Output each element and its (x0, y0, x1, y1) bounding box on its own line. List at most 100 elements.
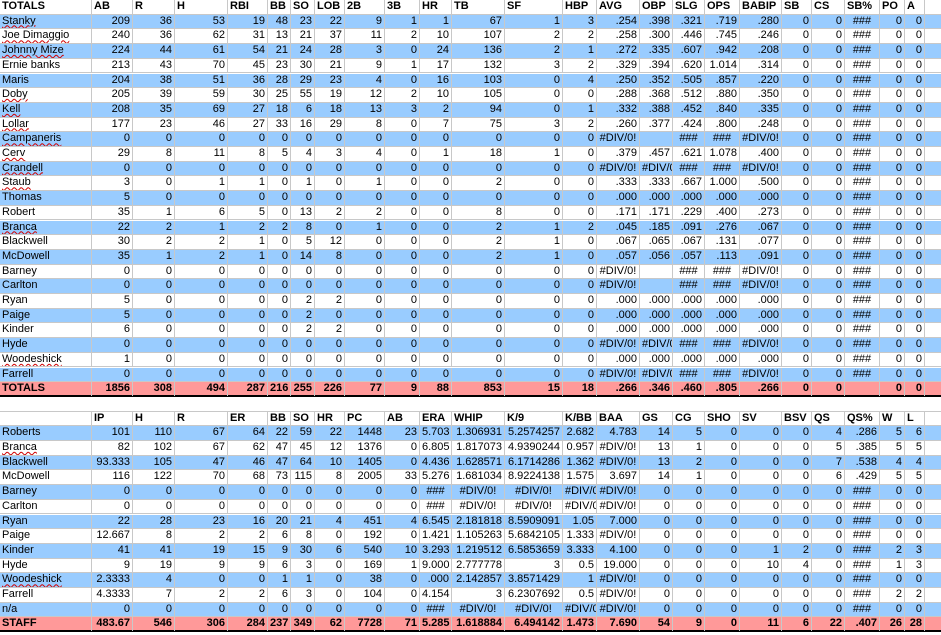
cell-text: 1 (258, 235, 265, 248)
cell: 0 (782, 44, 812, 58)
cell: .400 (705, 205, 740, 220)
cell: 2 (905, 588, 925, 602)
cell: 0 (812, 485, 845, 499)
cell: .460 (673, 382, 705, 396)
cell: 29 (291, 73, 315, 88)
cell: 0 (315, 529, 345, 543)
cell-text: 0 (335, 132, 342, 145)
cell: .805 (705, 382, 740, 396)
cell: 14 (640, 470, 673, 485)
cell-text: 0 (730, 441, 737, 453)
cell-text: 0 (915, 308, 922, 321)
cell: .000 (597, 308, 640, 323)
cell: 0 (640, 485, 673, 499)
cell: 0 (385, 529, 420, 543)
cell: 10 (420, 88, 452, 102)
cell: .332 (597, 102, 640, 117)
cell-text: 8 (165, 529, 172, 542)
cell: .000 (673, 294, 705, 308)
cell-text: 1 (553, 235, 560, 248)
row-label: Blackwell (0, 455, 92, 470)
cell: 0 (505, 338, 563, 352)
cell: #DIV/0! (597, 499, 640, 514)
cell-text: 0 (895, 249, 902, 262)
cell-text: .368 (648, 88, 670, 101)
cell-text: 6.2307692 (508, 588, 560, 600)
cell: .248 (740, 117, 782, 132)
cell: 0 (782, 279, 812, 293)
cell-text: 0 (895, 294, 902, 306)
data-row: Joe Dimaggio 240 36 62 31 13 21 37 11 2 10 107 2 2.25… (0, 29, 941, 45)
cell-text: 306 (206, 617, 225, 630)
cell-text: ### (852, 323, 872, 336)
cell-text: 0 (895, 485, 902, 498)
cell-text: 38 (159, 73, 172, 86)
cell: 0 (345, 161, 385, 176)
cell: .272 (597, 44, 640, 58)
cell: 2.142857 (452, 573, 505, 587)
cell: 0 (385, 264, 420, 279)
cell: 0 (812, 543, 845, 558)
cell-text: 4 (587, 73, 594, 86)
cell: 2 (452, 220, 505, 235)
cell: 9 (228, 558, 268, 573)
cell-text: 23 (404, 426, 417, 439)
cell: 0 (705, 558, 740, 573)
cell-text: 0 (663, 602, 670, 615)
cell: 0 (291, 352, 315, 367)
row-label: Farrell (0, 588, 92, 602)
cell-text: 0 (802, 220, 809, 233)
cell-text: 3B (387, 0, 402, 12)
cell: BABIP (740, 0, 782, 14)
data-row: Hyde0000000000000#DIV/0!#DIV/0!#######DI… (0, 338, 941, 353)
cell-text: .000 (757, 308, 779, 321)
cell-text: .000 (615, 308, 637, 321)
cell: 0 (505, 102, 563, 117)
cell: 0 (880, 176, 905, 191)
cell-text: 0 (835, 558, 842, 571)
cell: HR (420, 0, 452, 14)
cell-text: 0 (802, 588, 809, 600)
cell-text: 0 (663, 499, 670, 512)
cell: #DIV/0! (597, 279, 640, 293)
cell: .352 (640, 73, 673, 88)
cell: 1 (563, 102, 597, 117)
cell-text: 0 (123, 499, 130, 512)
cell-text: 0 (258, 294, 265, 306)
cell-text: 73 (275, 470, 288, 483)
cell: 0 (563, 279, 597, 293)
cell-text: ### (679, 161, 698, 174)
cell-text: 0 (895, 352, 902, 365)
cell-text: 0 (410, 147, 417, 159)
cell: 0 (880, 102, 905, 117)
cell-text: ### (426, 485, 445, 498)
cell: ### (845, 352, 880, 367)
cell-text: SB (784, 0, 800, 12)
cell-text: 30 (252, 88, 265, 101)
cell: R (133, 0, 175, 14)
cell-text: .273 (757, 205, 779, 218)
cell-text: 0 (915, 573, 922, 586)
cell: 0 (420, 338, 452, 352)
cell-text: 0 (835, 514, 842, 527)
cell-text: 0 (495, 279, 502, 292)
cell-text: 0 (375, 161, 382, 174)
cell-text: 4 (835, 426, 842, 439)
cell-text: 0 (442, 352, 449, 365)
cell: .266 (740, 382, 782, 396)
cell: .000 (640, 191, 673, 205)
cell-text: 5.285 (422, 617, 450, 630)
cell-text: 240 (111, 29, 130, 42)
row-label: Paige (0, 308, 92, 323)
cell: 0 (92, 264, 133, 279)
cell: 13 (640, 441, 673, 455)
cell: 0 (740, 573, 782, 587)
cell-text: OBP (642, 0, 666, 12)
cell-text: HBP (565, 0, 589, 12)
cell-text: .220 (757, 73, 779, 86)
cell: 102 (133, 441, 175, 455)
cell-text: 0 (695, 485, 702, 498)
cell-text: 2.3333 (96, 573, 130, 586)
cell-text: #DIV/0! (599, 529, 637, 542)
cell-text: 0 (835, 44, 842, 57)
